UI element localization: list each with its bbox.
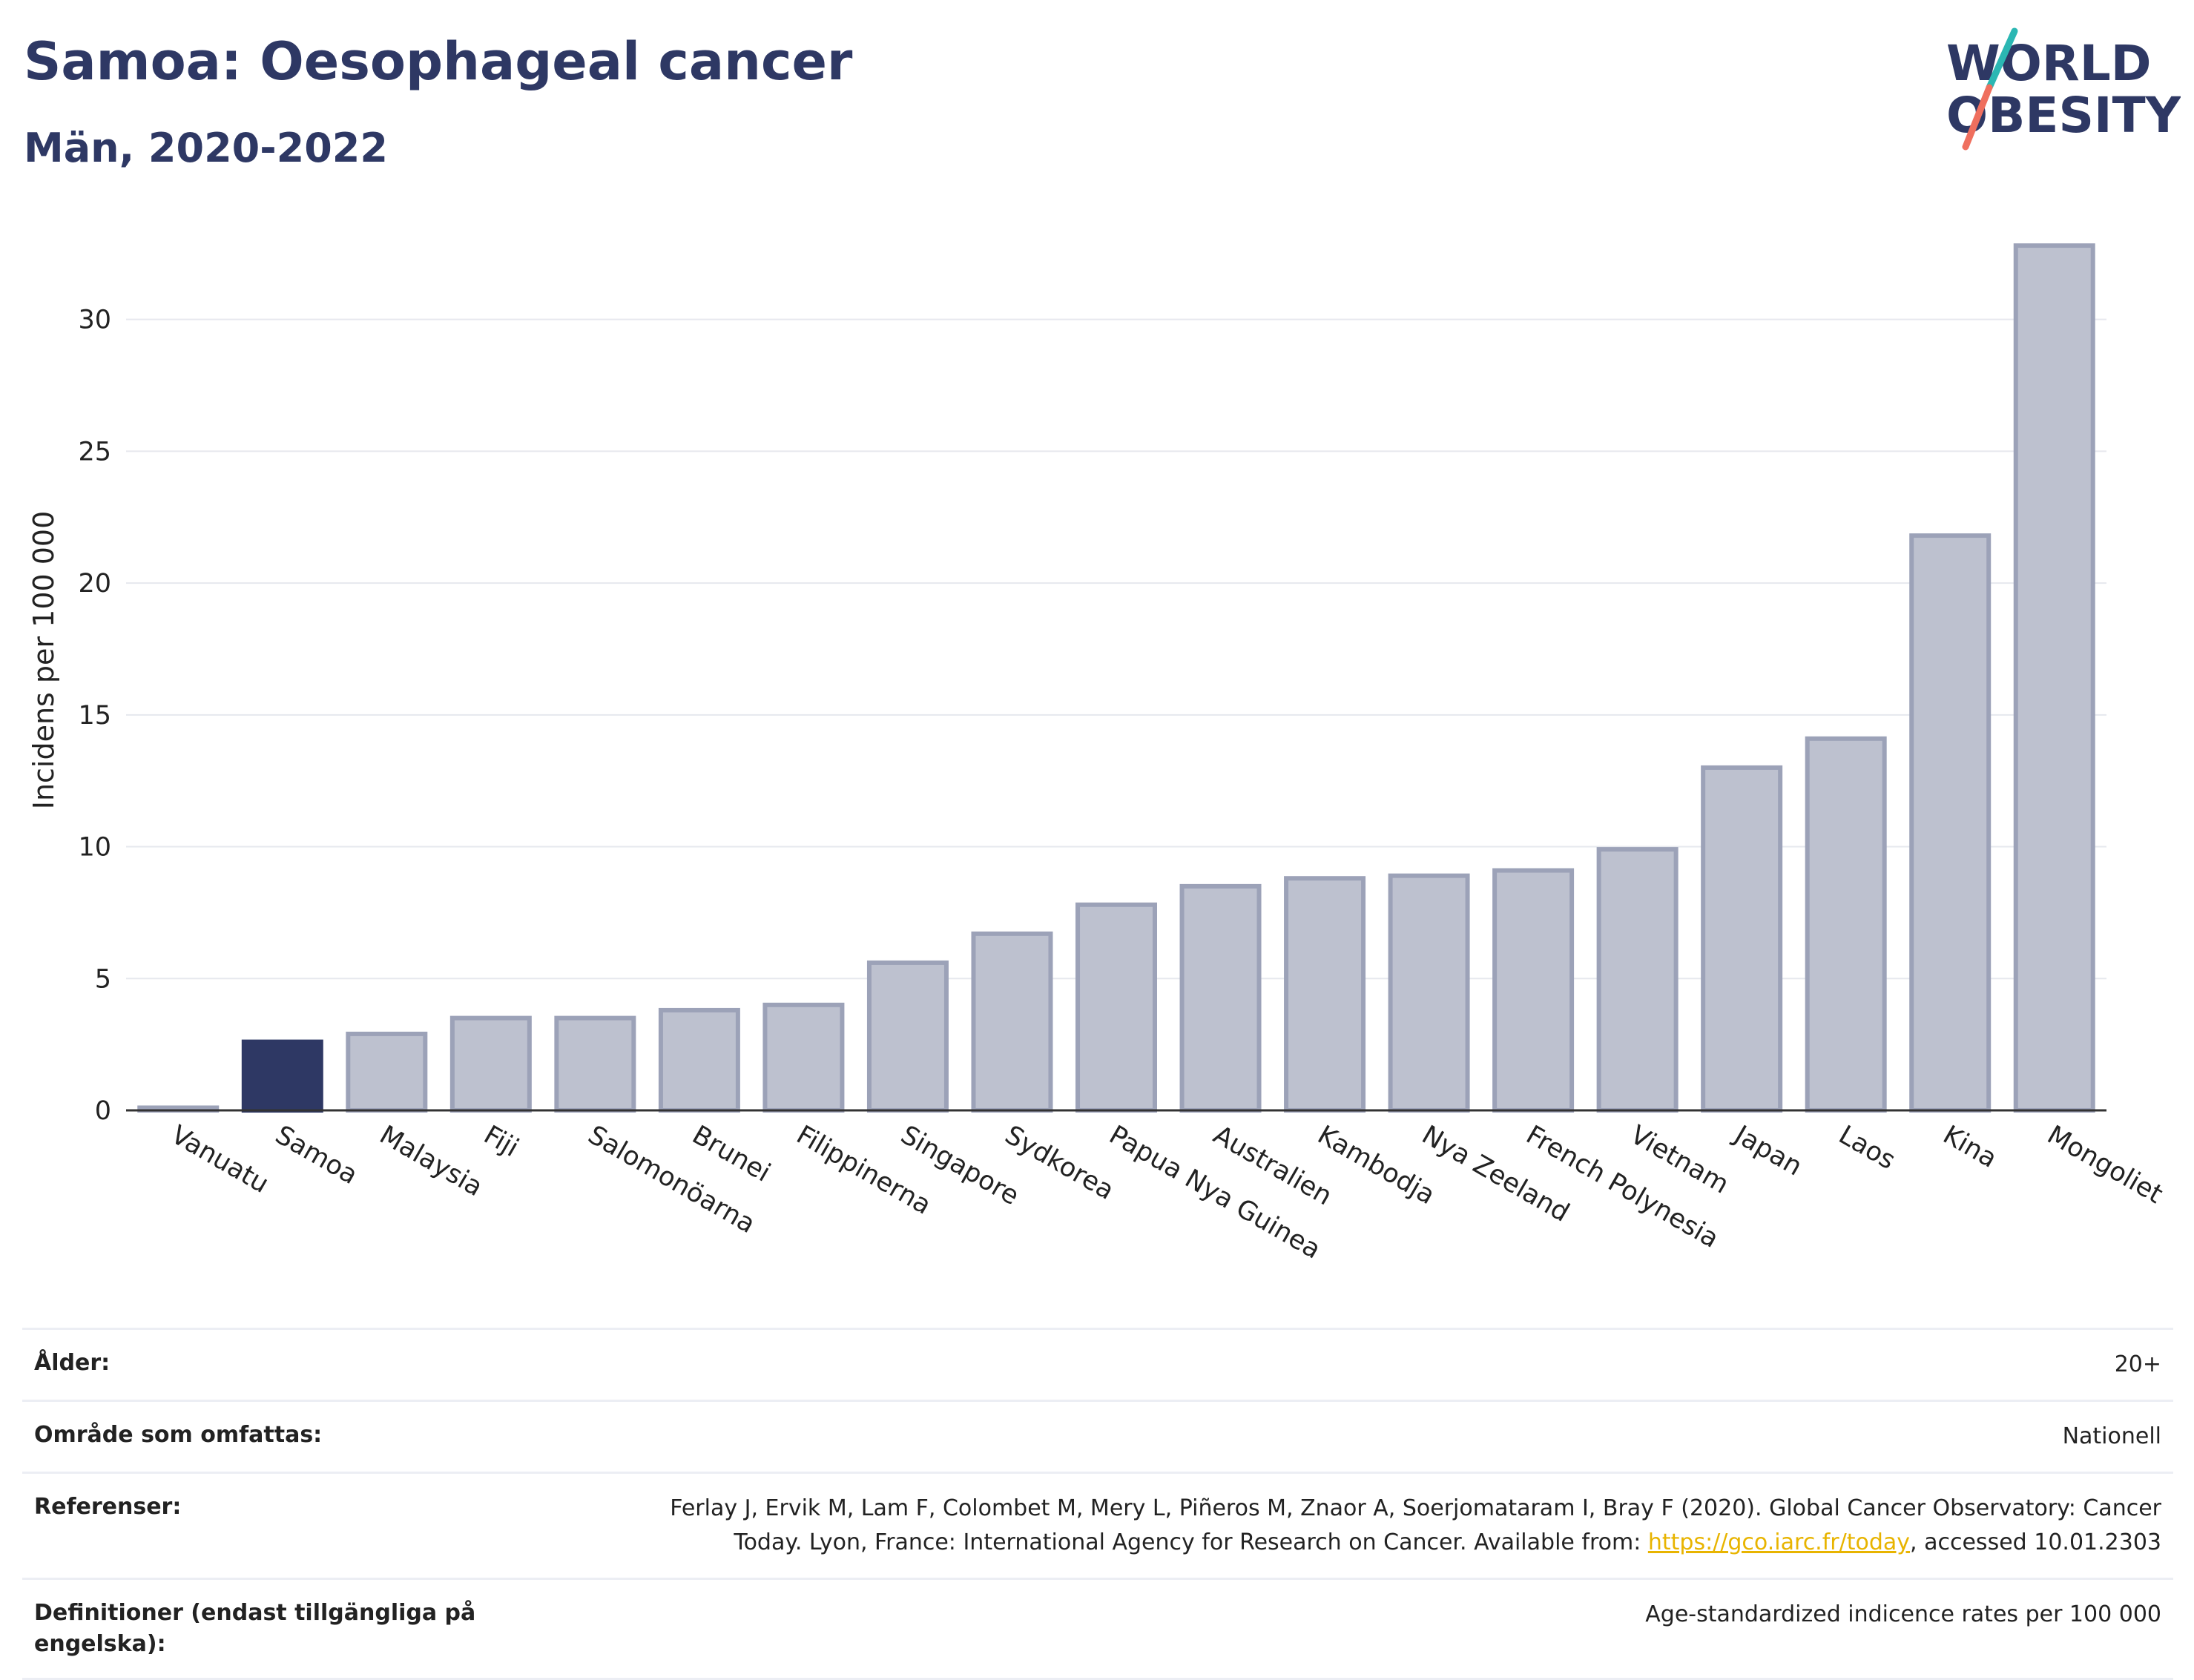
y-tick-label: 10: [78, 833, 111, 863]
bar-fiji[interactable]: [449, 1015, 532, 1113]
x-tick-label: Mongoliet: [2042, 1120, 2167, 1210]
bar-salomonöarna[interactable]: [554, 1015, 636, 1113]
reference-link[interactable]: https://gco.iarc.fr/today: [1647, 1529, 1911, 1555]
bar-laos[interactable]: [1805, 736, 1887, 1113]
y-tick-label: 30: [78, 306, 111, 335]
x-tick-label: Samoa: [270, 1120, 362, 1190]
logo-slash-coral: [1962, 84, 1993, 151]
y-tick-label: 25: [78, 437, 111, 467]
bar-kina[interactable]: [1909, 533, 1992, 1113]
bar-brunei[interactable]: [658, 1007, 740, 1113]
reference-accessed: , accessed 10.01.2303: [1910, 1529, 2161, 1555]
logo-word-world: WORLD: [1946, 35, 2152, 92]
references-value: Ferlay J, Ervik M, Lam F, Colombet M, Me…: [670, 1492, 2161, 1560]
area-value: Nationell: [2062, 1423, 2161, 1449]
area-label: Område som omfattas:: [34, 1422, 323, 1448]
reference-line-2: Today. Lyon, France: International Agenc…: [734, 1529, 1648, 1555]
x-tick-label: Malaysia: [375, 1120, 487, 1202]
bar-australien[interactable]: [1179, 883, 1262, 1113]
bar-japan[interactable]: [1701, 765, 1783, 1113]
y-tick-label: 15: [78, 701, 111, 731]
x-tick-label: Fiji: [478, 1120, 524, 1163]
bar-french-polynesia[interactable]: [1492, 868, 1575, 1113]
x-tick-label: Brunei: [687, 1120, 775, 1188]
bar-malaysia[interactable]: [346, 1031, 428, 1113]
y-axis-label: Incidens per 100 000: [27, 511, 60, 810]
bars: [137, 243, 2095, 1113]
x-tick-label: Laos: [1834, 1120, 1900, 1176]
info-row-area: Område som omfattas: Nationell: [22, 1400, 2173, 1472]
x-tick-label: Vanuatu: [166, 1120, 274, 1199]
bar-nya-zeeland[interactable]: [1388, 873, 1470, 1113]
y-tick-label: 5: [95, 964, 111, 994]
age-label: Ålder:: [34, 1350, 111, 1376]
world-obesity-logo: WORLD OBESITY: [1946, 27, 2181, 151]
chart-subtitle: Män, 2020-2022: [24, 125, 388, 171]
definitions-value: Age-standardized indicence rates per 100…: [1645, 1601, 2161, 1627]
x-tick-label: Kina: [1938, 1120, 2002, 1174]
age-value: 20+: [2114, 1351, 2161, 1377]
bar-vietnam[interactable]: [1596, 847, 1679, 1113]
logo-slash-teal: [1986, 27, 2018, 91]
x-tick-label: French Polynesia: [1521, 1120, 1724, 1254]
y-tick-label: 0: [95, 1096, 111, 1126]
bar-mongoliet[interactable]: [2013, 243, 2095, 1113]
info-table: Ålder: 20+ Område som omfattas: Nationel…: [22, 1328, 2173, 1680]
references-label: Referenser:: [34, 1494, 182, 1520]
x-tick-label: Kambodja: [1313, 1120, 1440, 1210]
y-axis-ticks: 0 5 10 15 20 25 30: [78, 306, 111, 1126]
bar-filippinerna[interactable]: [762, 1002, 845, 1113]
bar-kambodja[interactable]: [1284, 876, 1366, 1113]
bar-papua-nya-guinea[interactable]: [1075, 902, 1157, 1113]
bar-singapore[interactable]: [866, 960, 949, 1113]
y-tick-label: 20: [78, 569, 111, 599]
info-row-definitions: Definitioner (endast tillgängliga på eng…: [22, 1578, 2173, 1680]
info-row-age: Ålder: 20+: [22, 1328, 2173, 1400]
info-row-references: Referenser: Ferlay J, Ervik M, Lam F, Co…: [22, 1472, 2173, 1578]
x-tick-label: Japan: [1728, 1119, 1807, 1182]
chart-title: Samoa: Oesophageal cancer: [24, 31, 853, 92]
reference-line-1: Ferlay J, Ervik M, Lam F, Colombet M, Me…: [670, 1495, 2161, 1521]
definitions-label: Definitioner (endast tillgängliga på eng…: [34, 1600, 476, 1657]
bar-samoa[interactable]: [241, 1039, 323, 1113]
bar-sydkorea[interactable]: [971, 931, 1053, 1113]
